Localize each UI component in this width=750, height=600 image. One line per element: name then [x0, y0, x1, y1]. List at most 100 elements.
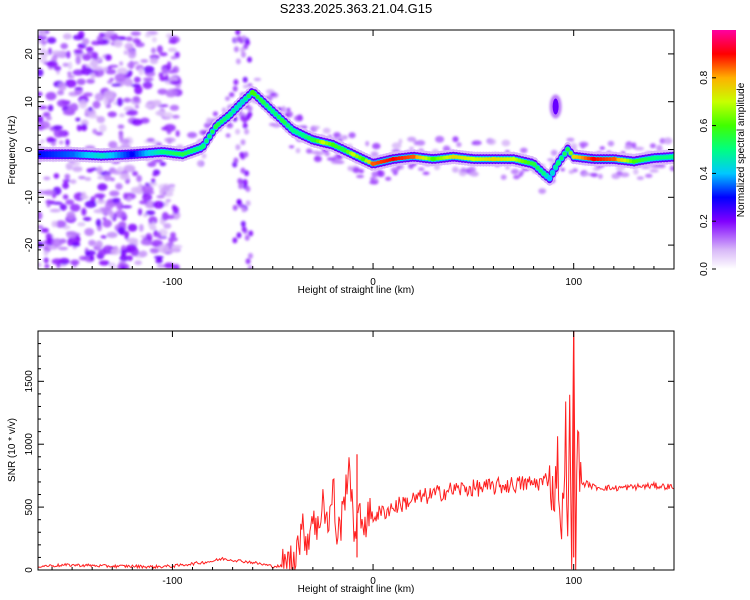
ridge-segment: [315, 139, 320, 144]
ridge-segment: [400, 156, 405, 160]
ridge-segment: [126, 152, 131, 157]
ridge-segment: [195, 146, 200, 151]
noise-blob: [149, 248, 160, 254]
halo-blob: [616, 170, 623, 176]
noise-blob: [121, 205, 132, 209]
noise-blob: [117, 226, 125, 235]
ridge-segment: [42, 152, 46, 157]
noise-blob: [40, 30, 46, 37]
ridge-point: [651, 155, 657, 161]
noise-blob: [171, 204, 177, 211]
ridge-point: [340, 147, 346, 152]
ridge-segment: [111, 153, 116, 158]
halo-blob: [295, 147, 301, 154]
ridge-segment: [499, 157, 504, 162]
ridge-segment: [48, 152, 52, 157]
noise-blob: [57, 90, 64, 96]
halo-blob: [390, 167, 399, 174]
streak-blob: [244, 234, 250, 241]
halo-blob: [520, 147, 528, 154]
noise-blob: [65, 138, 70, 146]
noise-blob: [168, 237, 174, 244]
ridge-segment: [619, 158, 624, 162]
noise-blob: [109, 262, 116, 269]
ridge-segment: [147, 150, 152, 155]
ridge-point: [350, 152, 356, 157]
noise-blob: [81, 123, 88, 132]
noise-blob: [103, 174, 112, 182]
halo-blob: [212, 111, 218, 117]
ridge-segment: [45, 152, 49, 157]
streak-blob: [236, 198, 242, 205]
halo-blob: [228, 92, 235, 98]
noise-blob: [124, 42, 134, 51]
noise-blob: [161, 70, 169, 75]
noise-blob: [152, 200, 165, 209]
colorbar-tick-label: 0.8: [699, 70, 710, 84]
halo-blob: [633, 168, 639, 175]
noise-blob: [107, 111, 117, 118]
ridge-segment: [171, 151, 176, 156]
ridge-point: [547, 176, 552, 181]
ridge-segment: [668, 155, 672, 159]
halo-blob: [487, 138, 497, 145]
noise-blob: [92, 68, 105, 77]
ridge-segment: [665, 155, 669, 160]
halo-blob: [599, 146, 605, 150]
noise-blob: [53, 173, 60, 179]
snr-xlabel: Height of straight line (km): [298, 584, 415, 595]
ridge-segment: [192, 148, 197, 152]
noise-blob: [56, 99, 69, 108]
noise-blob: [99, 124, 107, 133]
noise-blob: [84, 228, 95, 236]
streak-blob: [232, 237, 238, 244]
ridge-segment: [105, 153, 110, 158]
ridge-point: [571, 154, 576, 159]
halo-blob: [467, 166, 476, 173]
streak-blob: [242, 122, 248, 129]
noise-blob: [162, 112, 174, 119]
halo-blob: [286, 107, 291, 112]
noise-blob: [51, 238, 63, 247]
spectrogram-ytick-label: -10: [24, 190, 35, 205]
noise-blob: [76, 124, 83, 132]
ridge-segment: [234, 105, 239, 110]
noise-blob: [138, 224, 144, 232]
ridge-point: [290, 128, 295, 133]
noise-blob: [150, 159, 157, 165]
noise-blob: [90, 72, 96, 80]
ridge-segment: [427, 156, 432, 161]
ridge-segment: [421, 155, 426, 160]
noise-blob: [62, 33, 72, 40]
noise-blob: [109, 210, 115, 219]
noise-blob: [105, 68, 117, 75]
noise-blob: [135, 42, 145, 48]
noise-blob: [95, 208, 102, 213]
noise-blob: [127, 223, 138, 232]
ridge-segment: [406, 155, 411, 160]
noise-blob: [162, 185, 171, 192]
halo-blob: [636, 176, 645, 181]
streak-blob: [233, 157, 239, 164]
ridge-point: [226, 113, 231, 119]
halo-blob: [356, 174, 365, 179]
noise-blob: [117, 124, 125, 129]
ridge-segment: [559, 156, 564, 161]
ridge-segment: [580, 155, 585, 160]
ridge-segment: [90, 153, 95, 158]
noise-blob: [175, 84, 181, 89]
ridge-segment: [484, 157, 489, 162]
halo-blob: [582, 172, 591, 177]
noise-blob: [65, 199, 75, 205]
noise-blob: [110, 247, 121, 255]
ridge-point: [300, 133, 305, 138]
ridge-segment: [382, 159, 387, 164]
halo-blob: [670, 166, 674, 171]
noise-blob: [103, 67, 108, 72]
ridge-segment: [120, 152, 125, 157]
noise-blob: [171, 114, 180, 119]
noise-blob: [38, 211, 43, 221]
noise-blob: [46, 60, 58, 68]
noise-blob: [74, 87, 83, 91]
